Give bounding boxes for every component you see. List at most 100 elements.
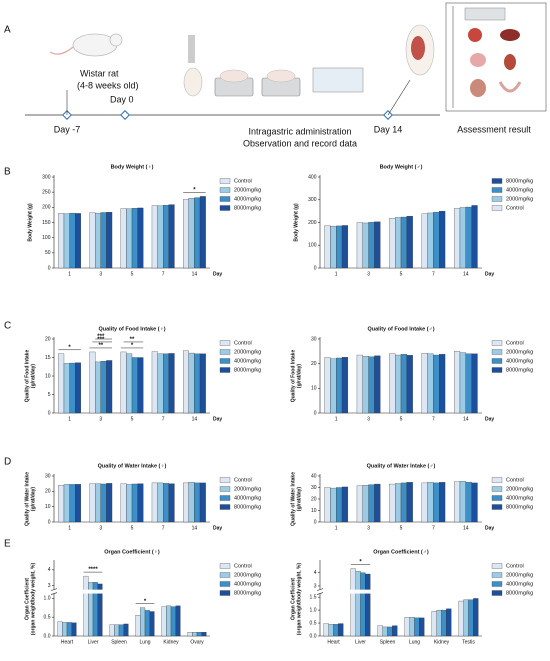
x-tick-label: 14 — [463, 416, 469, 422]
organs-icon — [411, 36, 425, 60]
bar — [324, 357, 331, 414]
bar — [157, 205, 164, 269]
cage-icon — [312, 67, 364, 93]
bar — [324, 225, 331, 269]
chart-title: Body Weight (♀) — [111, 164, 154, 170]
legend-label: 4000mg/kg — [234, 358, 261, 364]
bar — [436, 609, 442, 637]
y-tick-label: 5 — [48, 392, 51, 398]
bar — [137, 207, 144, 269]
bar — [427, 353, 434, 414]
y-tick-label: 0 — [314, 519, 317, 525]
rats-on-scale — [219, 69, 249, 83]
bar — [194, 197, 201, 269]
bar — [431, 611, 437, 637]
timeline-marker — [120, 110, 130, 120]
bar — [109, 624, 115, 637]
x-axis-label: Day — [485, 525, 494, 531]
y-tick-label: 400 — [308, 174, 317, 180]
legend-label: 4000mg/kg — [506, 358, 533, 364]
legend-swatch — [219, 196, 231, 202]
y-axis-label: (g/rat/day) — [296, 487, 302, 512]
bar — [395, 483, 402, 523]
y-tick-label: 200 — [42, 205, 51, 211]
bar — [175, 605, 181, 637]
bar — [459, 352, 466, 414]
x-axis-label: Day — [213, 271, 222, 277]
legend-swatch — [219, 349, 231, 355]
bar — [100, 483, 107, 523]
bar — [63, 213, 70, 269]
rat-tail — [49, 46, 74, 55]
bar — [57, 621, 63, 637]
bar — [157, 482, 164, 523]
legend-swatch — [491, 358, 503, 364]
bar — [149, 611, 155, 637]
bar — [140, 607, 146, 637]
y-tick-label: 0 — [314, 265, 317, 271]
x-tick-label: Lung — [409, 639, 420, 645]
bar — [163, 205, 169, 269]
bar — [168, 204, 175, 269]
bar — [69, 362, 76, 414]
bar — [323, 623, 329, 637]
chart-title: Body Weight (♂) — [380, 164, 423, 170]
bar — [114, 624, 120, 637]
significance-label: * — [131, 343, 134, 349]
bar — [106, 483, 113, 523]
legend-label: Control — [506, 340, 524, 346]
legend-label: 2000mg/kg — [506, 486, 533, 492]
panel-label: D — [4, 457, 11, 468]
significance-label: ** — [98, 343, 103, 349]
x-tick-label: 3 — [99, 416, 102, 422]
bar — [439, 482, 446, 523]
bar — [368, 484, 375, 523]
y-axis-label: Quality of Water Intake — [24, 472, 30, 526]
legend-label: Control — [234, 340, 252, 346]
legend-label: 8000mg/kg — [234, 504, 261, 510]
legend-swatch — [491, 504, 503, 510]
significance-label: * — [68, 345, 71, 351]
y-tick-label: 1.0 — [44, 596, 51, 602]
bar — [463, 599, 469, 637]
legend-swatch — [491, 187, 503, 193]
legend-label: 4000mg/kg — [234, 196, 261, 202]
bar — [356, 485, 363, 523]
liver-icon — [500, 29, 520, 41]
bar — [395, 354, 402, 414]
bar — [336, 357, 343, 414]
y-axis-label: (g/rat/day) — [30, 487, 36, 512]
bar — [330, 487, 337, 523]
bar — [392, 625, 398, 637]
x-tick-label: 7 — [432, 525, 435, 531]
y-tick-label: 10 — [311, 508, 317, 514]
bar — [433, 354, 440, 414]
y-tick-label: 0.5 — [44, 614, 51, 620]
legend-swatch — [219, 205, 231, 211]
bar — [368, 222, 375, 269]
y-tick-label: 4 — [48, 567, 51, 573]
bar — [95, 361, 101, 414]
chart-title: Organ Coefficient (♀) — [104, 549, 160, 555]
y-tick-label: 40 — [311, 473, 317, 479]
animal-label: Wistar rat — [80, 68, 119, 78]
legend-swatch — [219, 504, 231, 510]
bar — [387, 626, 393, 637]
bar — [465, 482, 472, 523]
bar — [362, 356, 369, 414]
y-tick-label: 150 — [42, 220, 51, 226]
x-tick-label: 3 — [367, 525, 370, 531]
legend-swatch — [219, 572, 231, 578]
bar — [163, 483, 169, 523]
bar — [137, 357, 144, 414]
y-tick-label: 0 — [314, 410, 317, 416]
legend-label: 8000mg/kg — [506, 504, 533, 510]
significance-label: * — [359, 560, 362, 566]
x-tick-label: 3 — [99, 525, 102, 531]
bar — [194, 482, 201, 523]
legend-label: 8000mg/kg — [506, 367, 533, 373]
bar — [360, 572, 366, 637]
day-label: Day 0 — [110, 94, 134, 104]
bar — [75, 484, 81, 523]
y-tick-label: 10 — [45, 373, 51, 379]
